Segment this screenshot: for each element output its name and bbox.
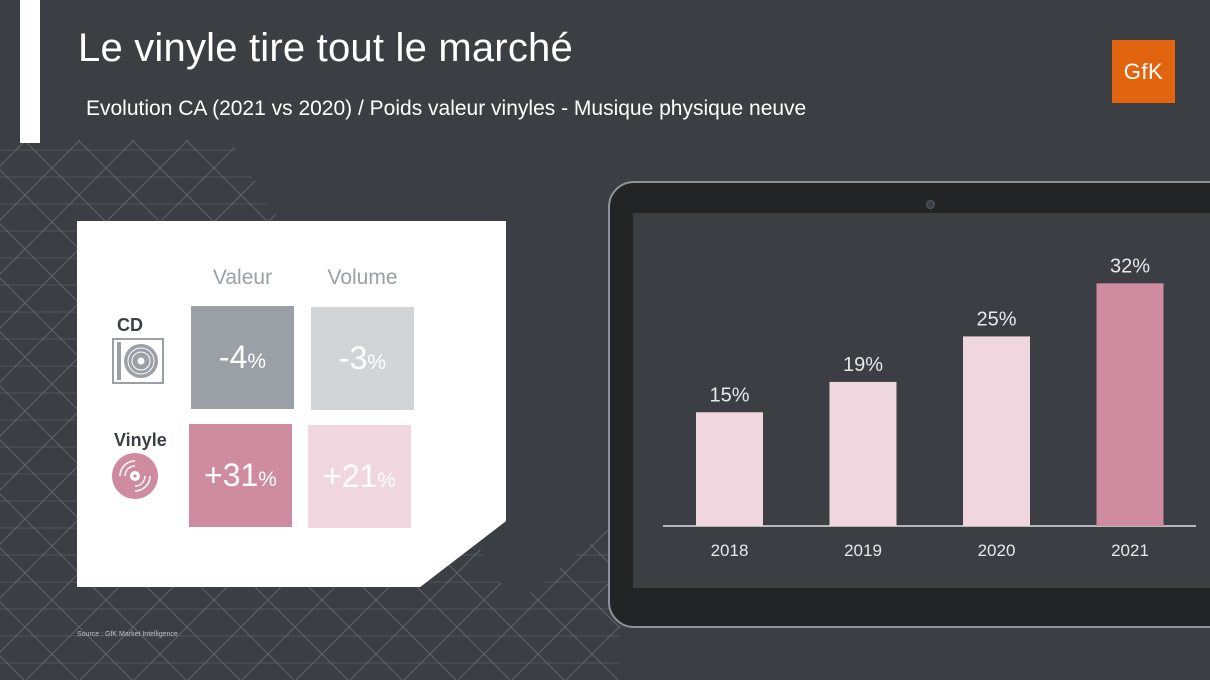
tile-vinyle-volume: +21% <box>308 425 411 528</box>
tile-cd-valeur: -4% <box>191 306 294 409</box>
data-label-2019: 19% <box>843 354 883 376</box>
data-label-2020: 25% <box>976 308 1016 330</box>
tile-value: -4 <box>218 339 248 375</box>
vinyl-icon <box>112 453 158 499</box>
tile-unit: % <box>377 468 396 492</box>
x-tick-label-2019: 2019 <box>844 541 882 560</box>
tile-value: +21 <box>323 458 378 494</box>
x-tick-label-2021: 2021 <box>1111 541 1149 560</box>
tile-unit: % <box>258 467 277 491</box>
bar-2020 <box>963 336 1030 526</box>
tablet-camera <box>926 200 935 209</box>
slide-title: Le vinyle tire tout le marché <box>78 26 573 70</box>
tile-cd-volume: -3% <box>311 307 414 410</box>
x-tick-label-2020: 2020 <box>978 541 1016 560</box>
bar-2018 <box>696 412 763 526</box>
source-note: Source : GfK Market Intelligence <box>77 631 178 638</box>
bar-2019 <box>829 381 897 526</box>
gfk-logo: GfK <box>1112 40 1175 103</box>
data-label-2021: 32% <box>1110 255 1150 277</box>
tile-value: +31 <box>204 457 259 493</box>
tile-unit: % <box>247 349 267 373</box>
bar-2021 <box>1096 283 1164 526</box>
data-label-2018: 15% <box>709 384 749 406</box>
row-label-vinyle: Vinyle <box>114 430 167 450</box>
tile-vinyle-valeur: +31% <box>189 424 292 527</box>
tile-unit: % <box>367 350 387 374</box>
row-label-cd: CD <box>117 315 143 335</box>
slide-subtitle: Evolution CA (2021 vs 2020) / Poids vale… <box>86 97 807 120</box>
bar-chart: 15% 2018 19% 2019 25% 2020 32% 2021 <box>663 255 1196 560</box>
tile-value: -3 <box>338 340 368 376</box>
cd-icon <box>112 338 164 384</box>
accent-bar <box>20 0 40 143</box>
column-header-valeur: Valeur <box>212 266 273 289</box>
x-tick-label-2018: 2018 <box>711 541 749 560</box>
column-header-volume: Volume <box>327 266 398 289</box>
